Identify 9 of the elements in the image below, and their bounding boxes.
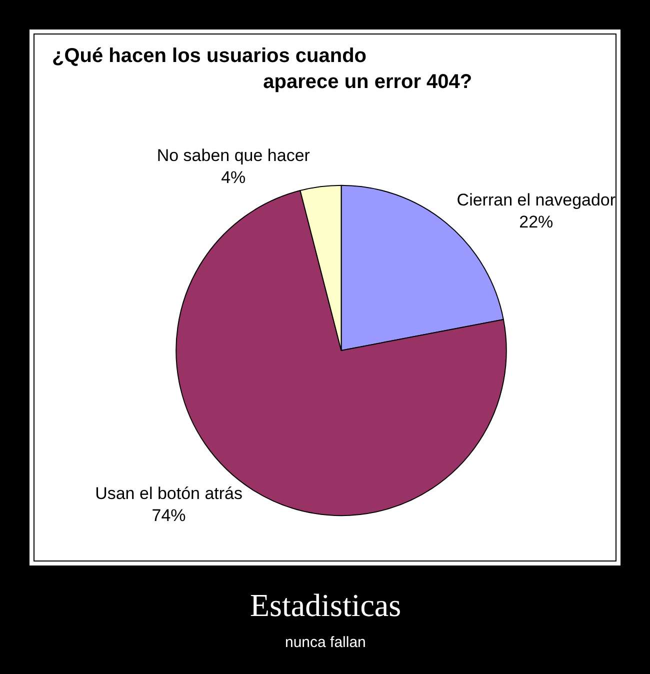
slice-label: Cierran el navegador — [456, 190, 616, 210]
text: Estadisticas — [250, 587, 402, 623]
chart-title: ¿Qué hacen los usuarios cuando aparece un error 404? — [52, 45, 472, 93]
data-label: 4% — [221, 168, 246, 187]
text: nunca fallan — [285, 634, 366, 651]
slice-label: Usan el botón atrás — [95, 484, 242, 504]
data-label: 22% — [519, 212, 554, 232]
slice-label: No saben que hacer — [156, 146, 310, 165]
data-label: 74% — [152, 506, 186, 526]
